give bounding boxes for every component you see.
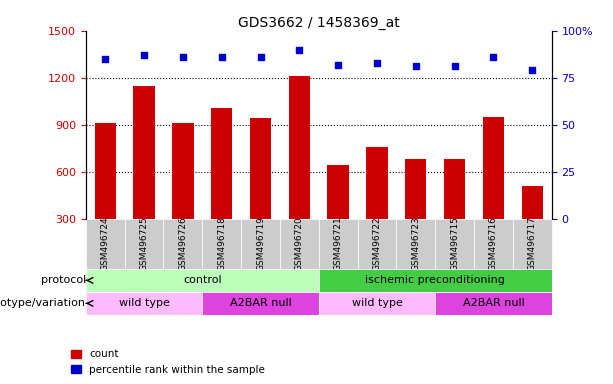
Title: GDS3662 / 1458369_at: GDS3662 / 1458369_at bbox=[238, 16, 400, 30]
Text: control: control bbox=[183, 275, 222, 285]
FancyBboxPatch shape bbox=[513, 219, 552, 269]
Bar bbox=[202, 292, 319, 315]
Bar bbox=[86, 269, 319, 292]
Point bbox=[139, 52, 149, 58]
FancyBboxPatch shape bbox=[164, 219, 202, 269]
Legend: count, percentile rank within the sample: count, percentile rank within the sample bbox=[66, 345, 270, 379]
FancyBboxPatch shape bbox=[397, 219, 435, 269]
Point bbox=[101, 56, 110, 62]
Point bbox=[256, 54, 265, 60]
Bar bbox=[94, 123, 116, 219]
Text: ischemic preconditioning: ischemic preconditioning bbox=[365, 275, 505, 285]
Bar bbox=[405, 159, 427, 219]
Point bbox=[294, 46, 304, 53]
Text: GSM496724: GSM496724 bbox=[101, 217, 110, 271]
Bar bbox=[211, 108, 232, 219]
FancyBboxPatch shape bbox=[241, 219, 280, 269]
Text: protocol: protocol bbox=[40, 275, 86, 285]
Bar bbox=[319, 269, 552, 292]
Bar bbox=[483, 117, 504, 219]
FancyBboxPatch shape bbox=[280, 219, 319, 269]
Text: wild type: wild type bbox=[352, 298, 402, 308]
Text: A2BAR null: A2BAR null bbox=[230, 298, 291, 308]
FancyBboxPatch shape bbox=[474, 219, 513, 269]
Text: GSM496726: GSM496726 bbox=[178, 217, 188, 271]
FancyBboxPatch shape bbox=[319, 219, 357, 269]
Text: GSM496717: GSM496717 bbox=[528, 217, 537, 271]
Text: GSM496715: GSM496715 bbox=[450, 217, 459, 271]
Bar bbox=[172, 123, 194, 219]
Text: A2BAR null: A2BAR null bbox=[463, 298, 524, 308]
FancyBboxPatch shape bbox=[202, 219, 241, 269]
Point bbox=[489, 54, 498, 60]
Bar bbox=[367, 147, 387, 219]
Text: GSM496725: GSM496725 bbox=[140, 217, 148, 271]
Bar bbox=[289, 76, 310, 219]
Bar bbox=[327, 166, 349, 219]
Bar bbox=[319, 292, 435, 315]
Text: GSM496723: GSM496723 bbox=[411, 217, 421, 271]
Text: GSM496718: GSM496718 bbox=[217, 217, 226, 271]
Point bbox=[411, 63, 421, 70]
Point bbox=[333, 61, 343, 68]
Point bbox=[527, 67, 537, 73]
Bar bbox=[86, 292, 202, 315]
Text: GSM496721: GSM496721 bbox=[333, 217, 343, 271]
Bar bbox=[522, 186, 543, 219]
Bar bbox=[250, 119, 271, 219]
Text: GSM496720: GSM496720 bbox=[295, 217, 304, 271]
FancyBboxPatch shape bbox=[357, 219, 397, 269]
FancyBboxPatch shape bbox=[86, 219, 124, 269]
FancyBboxPatch shape bbox=[124, 219, 164, 269]
Point bbox=[178, 54, 188, 60]
Text: GSM496716: GSM496716 bbox=[489, 217, 498, 271]
Point bbox=[217, 54, 227, 60]
Point bbox=[450, 63, 460, 70]
Text: GSM496719: GSM496719 bbox=[256, 217, 265, 271]
Text: wild type: wild type bbox=[119, 298, 169, 308]
FancyBboxPatch shape bbox=[435, 219, 474, 269]
Text: genotype/variation: genotype/variation bbox=[0, 298, 86, 308]
Bar bbox=[444, 159, 465, 219]
Point bbox=[372, 60, 382, 66]
Bar bbox=[134, 86, 154, 219]
Text: GSM496722: GSM496722 bbox=[373, 217, 381, 271]
Bar bbox=[435, 292, 552, 315]
